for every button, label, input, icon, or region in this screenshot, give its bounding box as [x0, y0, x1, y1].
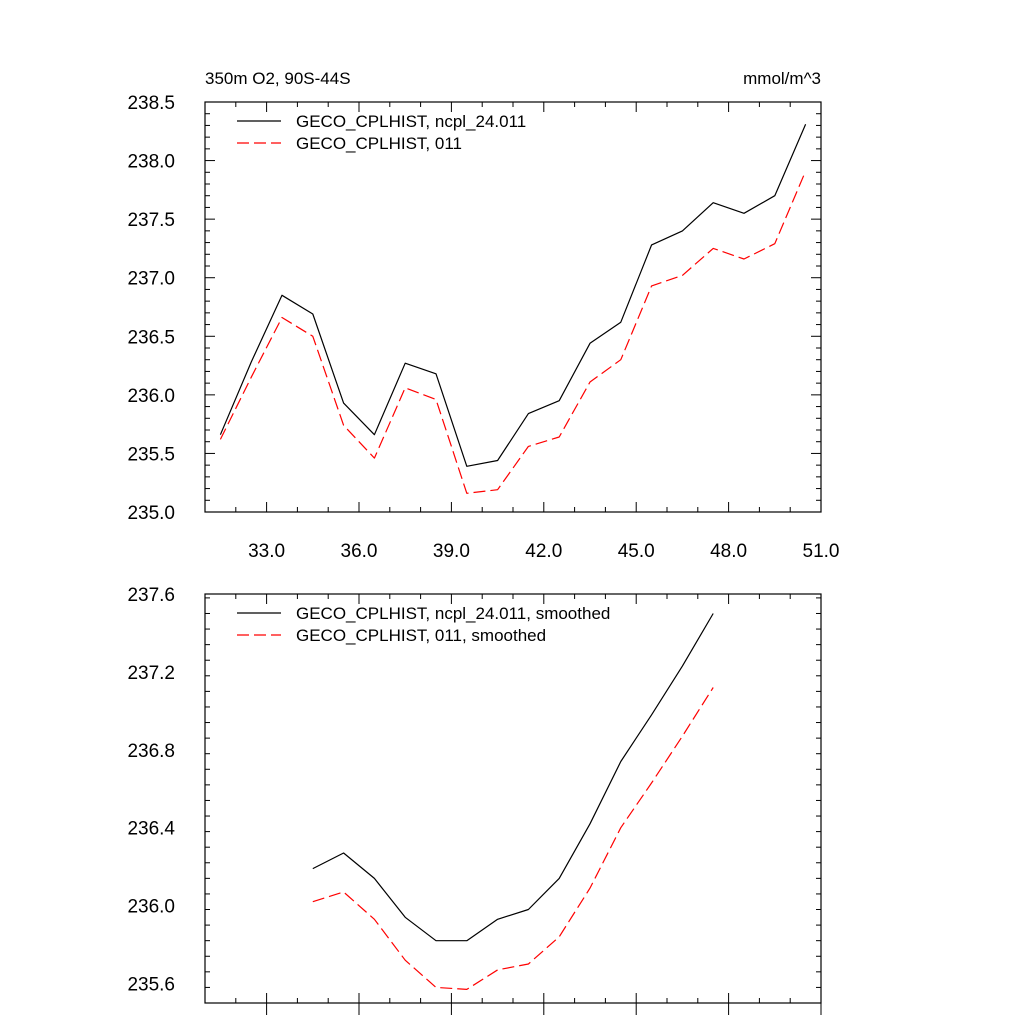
series-line-ncpl	[312, 613, 714, 942]
y-tick-label: 238.5	[127, 93, 175, 114]
x-tick-label: 51.0	[803, 541, 840, 562]
y-tick-label: 235.6	[127, 975, 175, 996]
x-tick-label: 42.0	[525, 541, 562, 562]
legend-label: GECO_CPLHIST, ncpl_24.011, smoothed	[296, 604, 610, 623]
y-tick-label: 236.8	[127, 741, 175, 762]
top-panel: 235.0 235.5 236.0 236.5 237.0 237.5 238.0 238.5…	[127, 93, 839, 562]
series-line-ncpl	[219, 124, 807, 467]
y-tick-label: 235.0	[127, 503, 175, 524]
legend-label: GECO_CPLHIST, ncpl_24.011	[296, 112, 526, 131]
y-tick-label: 237.6	[127, 585, 175, 606]
y-tick-label: 236.0	[127, 897, 175, 918]
x-tick-label: 39.0	[433, 541, 470, 562]
top-panel-title: 350m O2, 90S-44S	[205, 69, 351, 88]
legend-label: GECO_CPLHIST, 011	[296, 134, 462, 153]
y-tick-label: 237.2	[127, 663, 175, 684]
legend-label: GECO_CPLHIST, 011, smoothed	[296, 626, 546, 645]
series-line-ref	[219, 170, 807, 494]
series-line-ref	[312, 687, 714, 991]
y-tick-label: 236.0	[127, 386, 175, 407]
y-tick-label: 236.5	[127, 327, 175, 348]
x-tick-label: 48.0	[710, 541, 747, 562]
bottom-panel: 235.6 236.0 236.4 236.8 237.2 237.6 GECO_CPLHI…	[127, 585, 822, 1015]
y-tick-label: 238.0	[127, 152, 175, 173]
y-tick-label: 235.5	[127, 444, 175, 465]
y-tick-label: 237.5	[127, 210, 175, 231]
x-tick-label: 33.0	[248, 541, 285, 562]
x-tick-label: 36.0	[341, 541, 378, 562]
top-panel-units: mmol/m^3	[743, 69, 821, 88]
y-tick-label: 237.0	[127, 269, 175, 290]
x-tick-label: 45.0	[618, 541, 655, 562]
y-tick-label: 236.4	[127, 819, 175, 840]
